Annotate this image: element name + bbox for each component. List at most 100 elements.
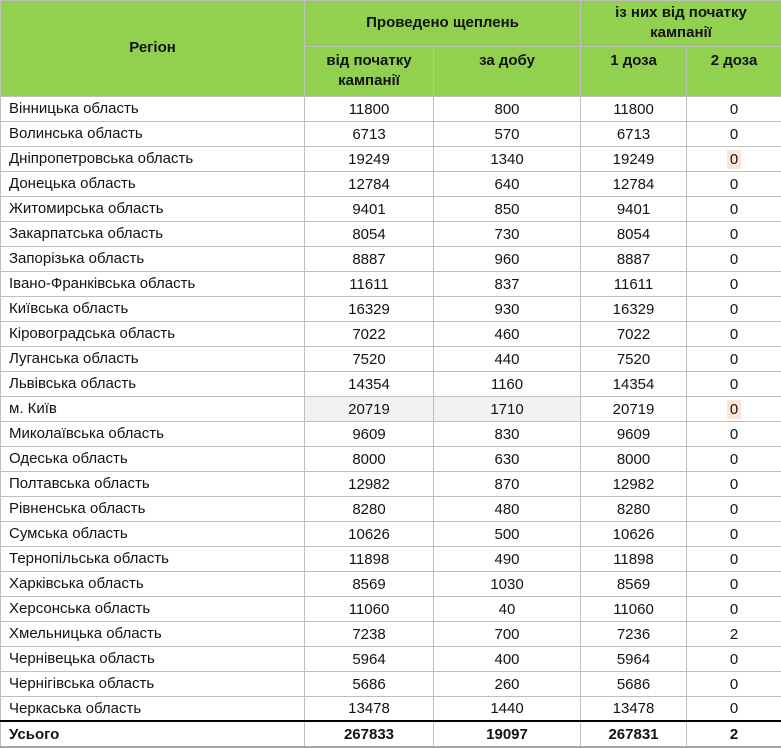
dose1-cell: 5964 <box>581 646 687 671</box>
dose2-cell: 0 <box>687 646 781 671</box>
totals-label: Усього <box>1 721 305 747</box>
region-cell: Херсонська область <box>1 596 305 621</box>
dose1-cell: 12982 <box>581 471 687 496</box>
region-cell: Львівська область <box>1 371 305 396</box>
per-day-cell: 700 <box>434 621 581 646</box>
table-row: Херсонська область 11060 40 11060 0 <box>1 596 781 621</box>
total-since-campaign-cell: 11898 <box>305 546 434 571</box>
total-since-campaign-cell: 10626 <box>305 521 434 546</box>
per-day-cell: 440 <box>434 346 581 371</box>
per-day-cell: 500 <box>434 521 581 546</box>
total-since-campaign-cell: 12982 <box>305 471 434 496</box>
dose1-cell: 7022 <box>581 321 687 346</box>
table-body: Вінницька область 11800 800 11800 0 Воли… <box>1 96 781 721</box>
totals-dose1-cell: 267831 <box>581 721 687 747</box>
per-day-cell: 490 <box>434 546 581 571</box>
table-row: Закарпатська область 8054 730 8054 0 <box>1 221 781 246</box>
table-header: Регіон Проведено щеплень із них від поча… <box>1 1 781 97</box>
dose1-cell: 11060 <box>581 596 687 621</box>
per-day-cell: 400 <box>434 646 581 671</box>
total-since-campaign-cell: 11800 <box>305 96 434 121</box>
total-since-campaign-cell: 8054 <box>305 221 434 246</box>
table-row: Сумська область 10626 500 10626 0 <box>1 521 781 546</box>
per-day-cell: 460 <box>434 321 581 346</box>
table-row: Харківська область 8569 1030 8569 0 <box>1 571 781 596</box>
dose2-cell: 0 <box>687 121 781 146</box>
dose2-cell: 0 <box>687 171 781 196</box>
region-cell: Луганська область <box>1 346 305 371</box>
dose1-cell: 14354 <box>581 371 687 396</box>
per-day-cell: 630 <box>434 446 581 471</box>
region-cell: Волинська область <box>1 121 305 146</box>
dose2-cell: 0 <box>687 421 781 446</box>
region-cell: Дніпропетровська область <box>1 146 305 171</box>
table-row: Вінницька область 11800 800 11800 0 <box>1 96 781 121</box>
region-cell: м. Київ <box>1 396 305 421</box>
highlighted-value: 0 <box>727 400 741 419</box>
per-day-cell: 480 <box>434 496 581 521</box>
per-day-cell: 1440 <box>434 696 581 721</box>
dose2-cell: 0 <box>687 396 781 421</box>
region-cell: Чернівецька область <box>1 646 305 671</box>
table-row: Волинська область 6713 570 6713 0 <box>1 121 781 146</box>
totals-per-day-cell: 19097 <box>434 721 581 747</box>
dose2-cell: 0 <box>687 196 781 221</box>
total-since-campaign-cell: 8000 <box>305 446 434 471</box>
table-row: Житомирська область 9401 850 9401 0 <box>1 196 781 221</box>
region-cell: Тернопільська область <box>1 546 305 571</box>
table-row: Івано-Франківська область 11611 837 1161… <box>1 271 781 296</box>
table-row: Полтавська область 12982 870 12982 0 <box>1 471 781 496</box>
dose2-cell: 0 <box>687 96 781 121</box>
per-day-cell: 1160 <box>434 371 581 396</box>
header-col-dose2: 2 доза <box>687 46 781 96</box>
dose2-cell: 0 <box>687 696 781 721</box>
dose2-cell: 0 <box>687 146 781 171</box>
dose2-cell: 0 <box>687 346 781 371</box>
total-since-campaign-cell: 8569 <box>305 571 434 596</box>
per-day-cell: 40 <box>434 596 581 621</box>
dose2-cell: 0 <box>687 371 781 396</box>
dose1-cell: 7236 <box>581 621 687 646</box>
total-since-campaign-cell: 16329 <box>305 296 434 321</box>
total-since-campaign-cell: 8280 <box>305 496 434 521</box>
total-since-campaign-cell: 6713 <box>305 121 434 146</box>
dose1-cell: 6713 <box>581 121 687 146</box>
table-row: Луганська область 7520 440 7520 0 <box>1 346 781 371</box>
totals-total-cell: 267833 <box>305 721 434 747</box>
header-region: Регіон <box>1 1 305 97</box>
total-since-campaign-cell: 14354 <box>305 371 434 396</box>
table-row: Чернівецька область 5964 400 5964 0 <box>1 646 781 671</box>
dose1-cell: 7520 <box>581 346 687 371</box>
header-col-dose1: 1 доза <box>581 46 687 96</box>
header-group-vaccinations: Проведено щеплень <box>305 1 581 47</box>
total-since-campaign-cell: 7238 <box>305 621 434 646</box>
dose1-cell: 8887 <box>581 246 687 271</box>
dose2-cell: 0 <box>687 221 781 246</box>
region-cell: Харківська область <box>1 571 305 596</box>
per-day-cell: 260 <box>434 671 581 696</box>
total-since-campaign-cell: 20719 <box>305 396 434 421</box>
total-since-campaign-cell: 8887 <box>305 246 434 271</box>
dose2-cell: 0 <box>687 471 781 496</box>
table-row: Рівненська область 8280 480 8280 0 <box>1 496 781 521</box>
dose2-cell: 0 <box>687 496 781 521</box>
header-col-per-day: за добу <box>434 46 581 96</box>
region-cell: Закарпатська область <box>1 221 305 246</box>
region-cell: Полтавська область <box>1 471 305 496</box>
dose1-cell: 20719 <box>581 396 687 421</box>
dose1-cell: 10626 <box>581 521 687 546</box>
table-row: Миколаївська область 9609 830 9609 0 <box>1 421 781 446</box>
dose2-cell: 0 <box>687 521 781 546</box>
per-day-cell: 1710 <box>434 396 581 421</box>
table-row: Одеська область 8000 630 8000 0 <box>1 446 781 471</box>
dose1-cell: 19249 <box>581 146 687 171</box>
table-footer: Усього 267833 19097 267831 2 <box>1 721 781 747</box>
total-since-campaign-cell: 19249 <box>305 146 434 171</box>
dose2-cell: 0 <box>687 321 781 346</box>
table-row: Дніпропетровська область 19249 1340 1924… <box>1 146 781 171</box>
per-day-cell: 837 <box>434 271 581 296</box>
dose2-cell: 0 <box>687 296 781 321</box>
dose1-cell: 11611 <box>581 271 687 296</box>
region-cell: Одеська область <box>1 446 305 471</box>
